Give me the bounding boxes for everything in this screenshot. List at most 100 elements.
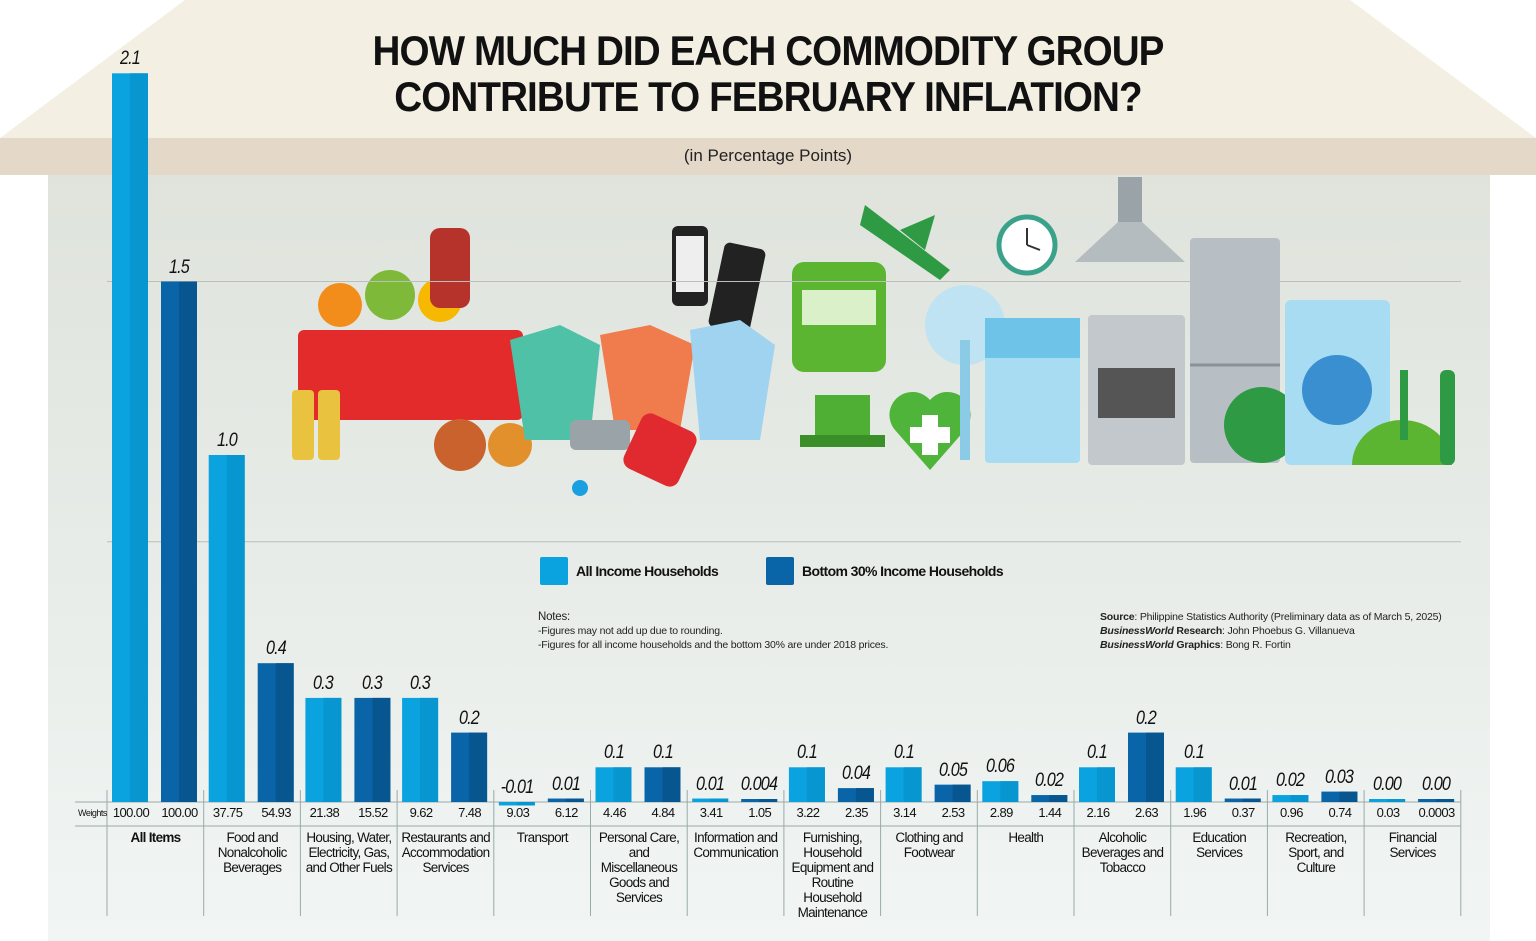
weights-label: Weights bbox=[78, 808, 107, 818]
weight-label-all-income: 9.62 bbox=[409, 805, 434, 820]
graduation-laptop-illustration bbox=[800, 395, 885, 447]
weight-label-bottom-30: 100.00 bbox=[161, 805, 198, 820]
category-label: Health bbox=[1008, 830, 1044, 845]
graphics-text: : Bong R. Fortin bbox=[1220, 639, 1291, 651]
weight-label-bottom-30: 54.93 bbox=[261, 805, 291, 820]
weight-label-bottom-30: 0.74 bbox=[1328, 805, 1352, 820]
note-line: -Figures may not add up due to rounding. bbox=[538, 625, 723, 637]
weight-label-bottom-30: 4.84 bbox=[651, 805, 676, 820]
value-label-all-income: 0.3 bbox=[410, 672, 431, 694]
value-label-all-income: 1.0 bbox=[216, 430, 238, 451]
bar-shade-bottom-30 bbox=[565, 798, 584, 802]
value-label-all-income: -0.01 bbox=[500, 777, 534, 798]
bar-shade-bottom-30 bbox=[1339, 791, 1358, 802]
category-label: Personal Care, and Miscellaneous Goods a… bbox=[598, 830, 680, 905]
bar-shade-bottom-30 bbox=[372, 697, 391, 802]
legend-swatch-bottom-30 bbox=[766, 557, 794, 585]
weight-label-bottom-30: 2.63 bbox=[1135, 805, 1159, 820]
graphics-brand: BusinessWorld bbox=[1100, 639, 1174, 651]
bar-shade-bottom-30 bbox=[469, 732, 488, 802]
bar-shade-bottom-30 bbox=[275, 663, 294, 802]
graphics-label: Graphics bbox=[1173, 639, 1221, 651]
source-text: : Philippine Statistics Authority (Preli… bbox=[1134, 611, 1442, 623]
weight-label-all-income: 4.46 bbox=[603, 805, 627, 820]
bar-shade-all-income bbox=[130, 73, 148, 803]
weight-label-bottom-30: 7.48 bbox=[458, 805, 482, 820]
value-label-all-income: 0.3 bbox=[313, 672, 334, 694]
bar-shade-bottom-30 bbox=[1049, 795, 1068, 802]
value-label-all-income: 0.00 bbox=[1373, 774, 1402, 795]
bar-shade-all-income bbox=[806, 767, 825, 802]
category-label: Furnishing, Household Equipment and Rout… bbox=[791, 830, 874, 920]
value-label-bottom-30: 0.004 bbox=[741, 774, 778, 795]
chart-subtitle: (in Percentage Points) bbox=[683, 146, 853, 165]
house-roof bbox=[0, 0, 1536, 138]
legend-swatch-all-income bbox=[540, 557, 568, 585]
notes: Notes: -Figures may not add up due to ro… bbox=[538, 610, 888, 652]
bar-shade-all-income bbox=[1097, 767, 1115, 802]
category-label: Transport bbox=[516, 830, 569, 845]
value-label-bottom-30: 0.03 bbox=[1325, 766, 1354, 788]
weight-label-all-income: 3.41 bbox=[699, 805, 724, 820]
weight-label-bottom-30: 6.12 bbox=[554, 805, 579, 820]
faucet-illustration bbox=[570, 420, 630, 496]
bar-shade-all-income bbox=[1193, 767, 1212, 802]
note-line: -Figures for all income households and t… bbox=[538, 639, 889, 651]
bar-shade-all-income bbox=[903, 767, 922, 802]
bar-shade-bottom-30 bbox=[1242, 798, 1261, 802]
value-label-bottom-30: 0.3 bbox=[362, 672, 383, 694]
value-label-all-income: 0.02 bbox=[1276, 770, 1305, 792]
bar-shade-all-income bbox=[1000, 781, 1019, 802]
bar-shade-bottom-30 bbox=[855, 788, 874, 802]
weight-label-all-income: 37.75 bbox=[212, 805, 243, 820]
category-label: Education Services bbox=[1192, 830, 1247, 860]
source-line: Source: Philippine Statistics Authority … bbox=[1100, 610, 1442, 624]
mobile-phones-illustration bbox=[672, 226, 766, 334]
value-label-bottom-30: 0.05 bbox=[938, 759, 968, 781]
value-label-bottom-30: 0.1 bbox=[652, 742, 674, 764]
value-label-bottom-30: 0.01 bbox=[1228, 773, 1258, 795]
title-line-2: CONTRIBUTE TO FEBRUARY INFLATION? bbox=[394, 73, 1142, 120]
bar-shade-all-income bbox=[710, 798, 729, 802]
bus-illustration bbox=[792, 262, 886, 372]
weight-label-bottom-30: 0.37 bbox=[1231, 805, 1256, 820]
value-label-all-income: 0.01 bbox=[696, 773, 725, 795]
chart-title: HOW MUCH DID EACH COMMODITY GROUP CONTRI… bbox=[61, 28, 1474, 120]
weight-label-bottom-30: 1.44 bbox=[1038, 805, 1062, 820]
value-label-all-income: 2.1 bbox=[120, 48, 141, 70]
airplane-illustration bbox=[860, 205, 950, 280]
value-label-all-income: 0.06 bbox=[986, 756, 1015, 778]
weight-label-bottom-30: 2.53 bbox=[941, 805, 966, 820]
health-heart-illustration bbox=[889, 391, 971, 470]
category-label: All Items bbox=[130, 830, 182, 845]
value-label-bottom-30: 0.00 bbox=[1422, 774, 1451, 795]
weight-label-all-income: 0.96 bbox=[1279, 805, 1304, 820]
weight-label-all-income: 1.96 bbox=[1183, 805, 1207, 820]
legend-item-bottom-30: Bottom 30% Income Households bbox=[766, 557, 1004, 585]
weight-label-bottom-30: 2.35 bbox=[844, 805, 869, 820]
research-label: Research bbox=[1173, 625, 1223, 637]
category-label: Restaurants and Accommodation Services bbox=[401, 830, 490, 875]
weight-label-all-income: 0.03 bbox=[1376, 805, 1401, 820]
value-label-all-income: 0.1 bbox=[603, 742, 625, 764]
value-label-bottom-30: 0.04 bbox=[841, 763, 871, 785]
bar-shade-all-income bbox=[516, 802, 535, 806]
category-label: Recreation, Sport, and Culture bbox=[1285, 830, 1347, 875]
category-label: Housing, Water, Electricity, Gas, and Ot… bbox=[305, 830, 393, 875]
category-label: Clothing and Footwear bbox=[895, 830, 963, 860]
bar-shade-bottom-30 bbox=[662, 767, 681, 802]
bar-shade-all-income bbox=[1387, 799, 1406, 802]
weight-label-all-income: 3.14 bbox=[893, 805, 917, 820]
source-label: Source bbox=[1100, 611, 1135, 623]
value-label-bottom-30: 0.4 bbox=[265, 638, 287, 660]
notes-heading: Notes: bbox=[538, 611, 571, 623]
roof-band bbox=[0, 138, 1536, 175]
washing-machine-illustration bbox=[1285, 300, 1390, 465]
title-line-1: HOW MUCH DID EACH COMMODITY GROUP bbox=[372, 27, 1164, 74]
value-label-bottom-30: 1.5 bbox=[169, 256, 190, 278]
weight-label-bottom-30: 1.05 bbox=[748, 805, 772, 820]
bar-shade-all-income bbox=[420, 697, 439, 802]
bar-shade-all-income bbox=[1290, 795, 1309, 802]
